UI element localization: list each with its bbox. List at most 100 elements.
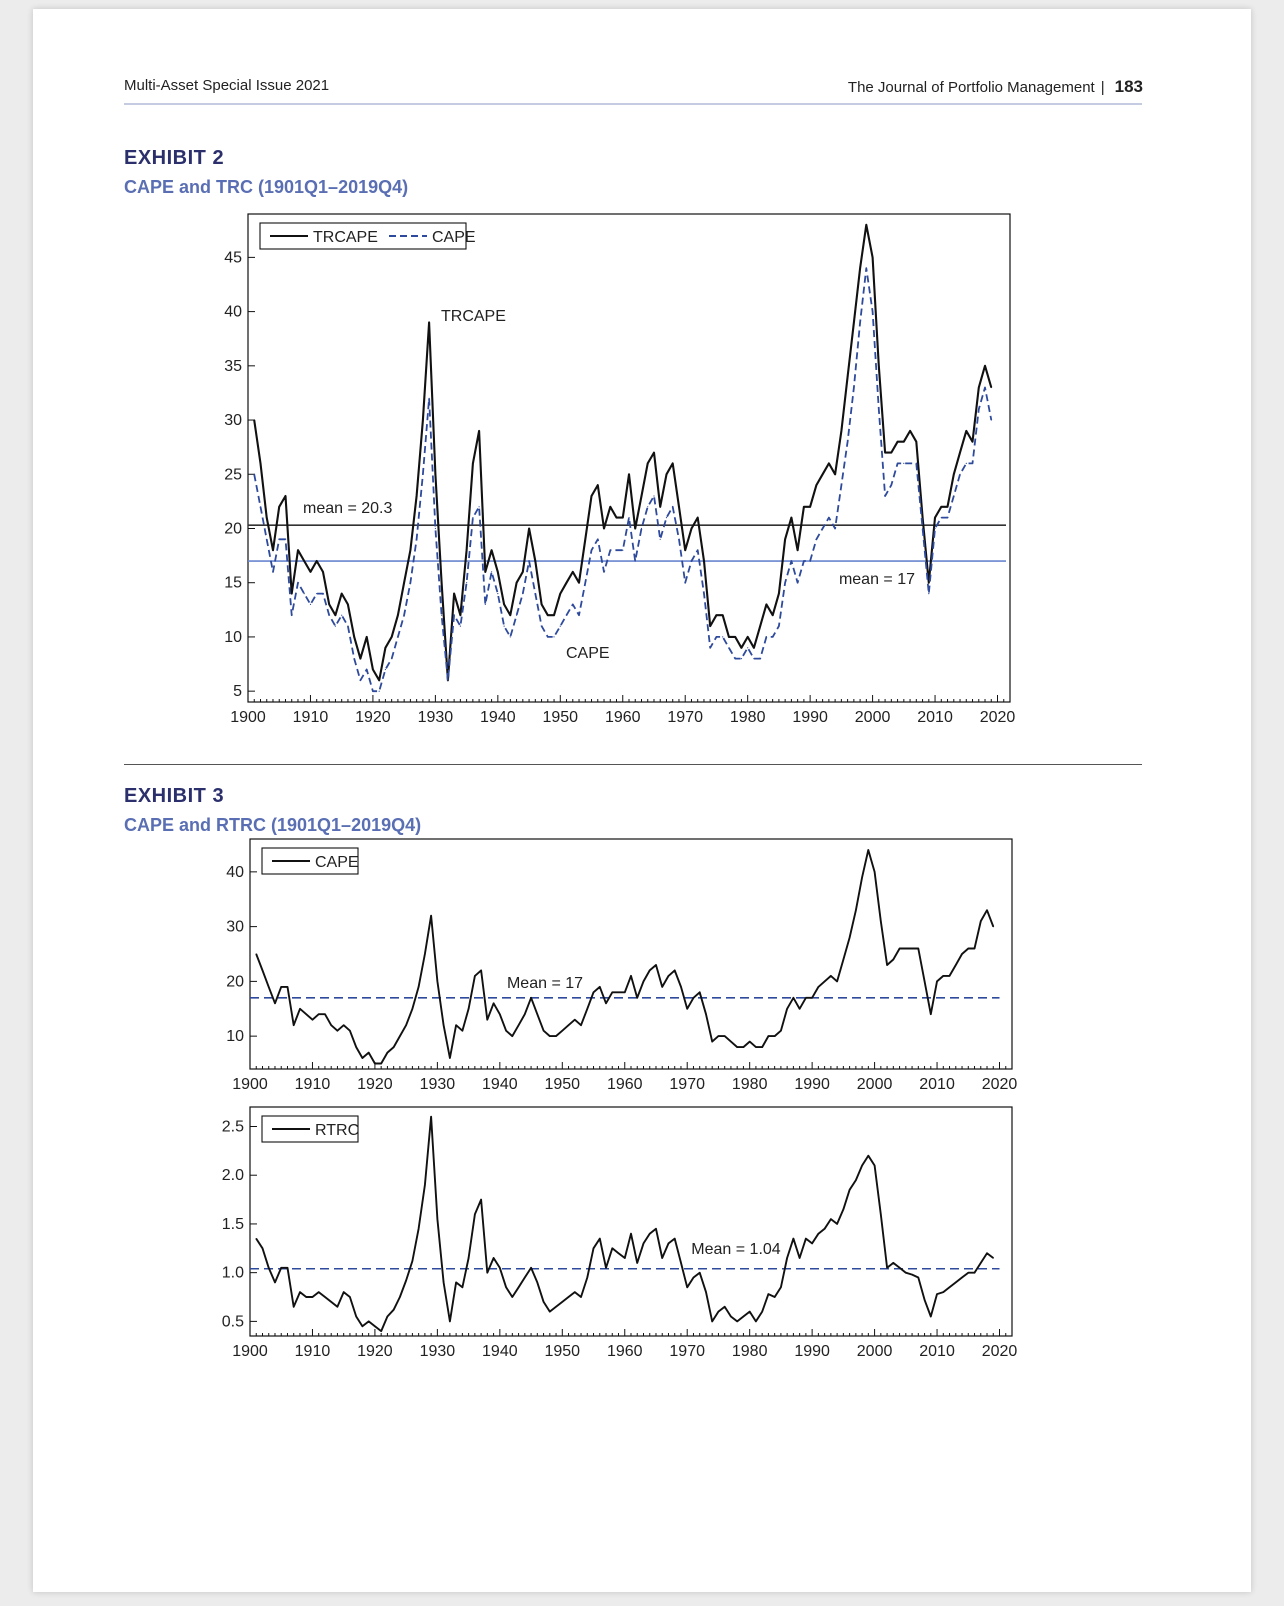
data-point bbox=[478, 430, 480, 432]
data-point bbox=[990, 419, 992, 421]
data-point bbox=[809, 506, 811, 508]
x-tick-label: 1970 bbox=[669, 1076, 705, 1093]
data-point bbox=[509, 636, 511, 638]
data-point bbox=[605, 1267, 607, 1269]
x-tick-label: 1980 bbox=[732, 1076, 768, 1093]
data-point bbox=[892, 958, 894, 961]
data-point bbox=[903, 441, 905, 443]
data-point bbox=[930, 1315, 932, 1318]
data-point bbox=[615, 517, 618, 519]
data-point bbox=[424, 953, 426, 955]
data-point bbox=[761, 1311, 763, 1313]
data-point bbox=[699, 991, 701, 993]
data-point bbox=[992, 926, 994, 928]
data-point bbox=[778, 625, 780, 627]
data-point bbox=[842, 1208, 845, 1210]
data-point bbox=[293, 1024, 295, 1026]
data-point bbox=[697, 549, 699, 551]
data-point bbox=[965, 462, 967, 464]
data-point bbox=[786, 1008, 788, 1010]
y-tick-label: 15 bbox=[224, 575, 242, 592]
data-point bbox=[922, 527, 924, 530]
data-point bbox=[286, 986, 289, 988]
x-tick-label: 1900 bbox=[230, 709, 266, 726]
y-tick-label: 2.5 bbox=[222, 1118, 244, 1135]
data-point bbox=[878, 365, 880, 367]
data-point bbox=[973, 1272, 976, 1274]
chart-annotation: Mean = 1.04 bbox=[691, 1241, 781, 1258]
data-point bbox=[259, 462, 262, 464]
data-point bbox=[715, 636, 718, 638]
data-point bbox=[480, 969, 482, 972]
data-point bbox=[284, 495, 287, 497]
data-point bbox=[418, 1228, 420, 1230]
data-point bbox=[580, 1024, 582, 1026]
data-point bbox=[790, 517, 793, 519]
data-point bbox=[386, 1052, 388, 1054]
data-point bbox=[817, 986, 820, 988]
data-point bbox=[274, 1281, 276, 1283]
data-point bbox=[634, 560, 636, 562]
exhibit2-title: EXHIBIT 2 bbox=[124, 147, 225, 169]
data-point bbox=[541, 625, 543, 627]
data-point bbox=[328, 614, 330, 616]
x-tick-label: 1930 bbox=[420, 1076, 456, 1093]
data-point bbox=[559, 625, 561, 627]
data-point bbox=[405, 1024, 407, 1026]
data-point bbox=[505, 1030, 507, 1032]
series-cape-line bbox=[253, 267, 993, 693]
data-point bbox=[884, 495, 886, 497]
data-point bbox=[759, 658, 761, 660]
data-point bbox=[822, 527, 824, 530]
data-point bbox=[592, 991, 595, 993]
data-point bbox=[836, 1223, 838, 1225]
data-point bbox=[853, 386, 855, 389]
data-point bbox=[368, 1320, 370, 1322]
data-point bbox=[547, 636, 549, 638]
data-point bbox=[678, 506, 680, 508]
x-tick-label: 1970 bbox=[669, 1343, 705, 1360]
data-point bbox=[518, 1286, 520, 1288]
x-tick-label: 1930 bbox=[420, 1343, 456, 1360]
data-point bbox=[734, 658, 736, 660]
data-point bbox=[809, 560, 811, 562]
data-point bbox=[409, 549, 411, 551]
data-point bbox=[709, 625, 711, 627]
data-point bbox=[349, 1296, 351, 1298]
data-point bbox=[284, 538, 287, 540]
data-point bbox=[316, 593, 318, 595]
x-tick-label: 1980 bbox=[730, 709, 766, 726]
data-point bbox=[472, 462, 474, 464]
data-point bbox=[574, 1019, 576, 1021]
legend-label: RTRC bbox=[315, 1122, 359, 1139]
data-point bbox=[399, 1296, 401, 1298]
data-point bbox=[280, 986, 282, 988]
data-point bbox=[274, 1002, 276, 1004]
data-point bbox=[374, 1062, 376, 1065]
data-point bbox=[642, 1242, 645, 1244]
data-point bbox=[605, 1002, 607, 1004]
data-point bbox=[772, 614, 774, 616]
data-point bbox=[978, 408, 980, 410]
data-point bbox=[499, 1267, 501, 1269]
data-point bbox=[990, 386, 992, 389]
data-point bbox=[628, 473, 630, 475]
data-point bbox=[459, 625, 461, 627]
data-point bbox=[847, 441, 849, 443]
x-tick-label: 1990 bbox=[794, 1343, 830, 1360]
data-point bbox=[366, 668, 368, 671]
data-point bbox=[547, 614, 549, 616]
data-point bbox=[518, 1024, 520, 1026]
data-point bbox=[391, 658, 393, 660]
data-point bbox=[424, 1184, 426, 1186]
data-point bbox=[503, 603, 505, 606]
data-point bbox=[934, 527, 936, 530]
x-tick-label: 2020 bbox=[982, 1076, 1018, 1093]
data-point bbox=[449, 1320, 451, 1322]
data-point bbox=[905, 1272, 907, 1274]
y-tick-label: 1.5 bbox=[222, 1216, 244, 1233]
data-point bbox=[397, 614, 399, 616]
data-point bbox=[942, 975, 944, 977]
data-point bbox=[559, 593, 561, 595]
x-tick-label: 1940 bbox=[482, 1076, 518, 1093]
